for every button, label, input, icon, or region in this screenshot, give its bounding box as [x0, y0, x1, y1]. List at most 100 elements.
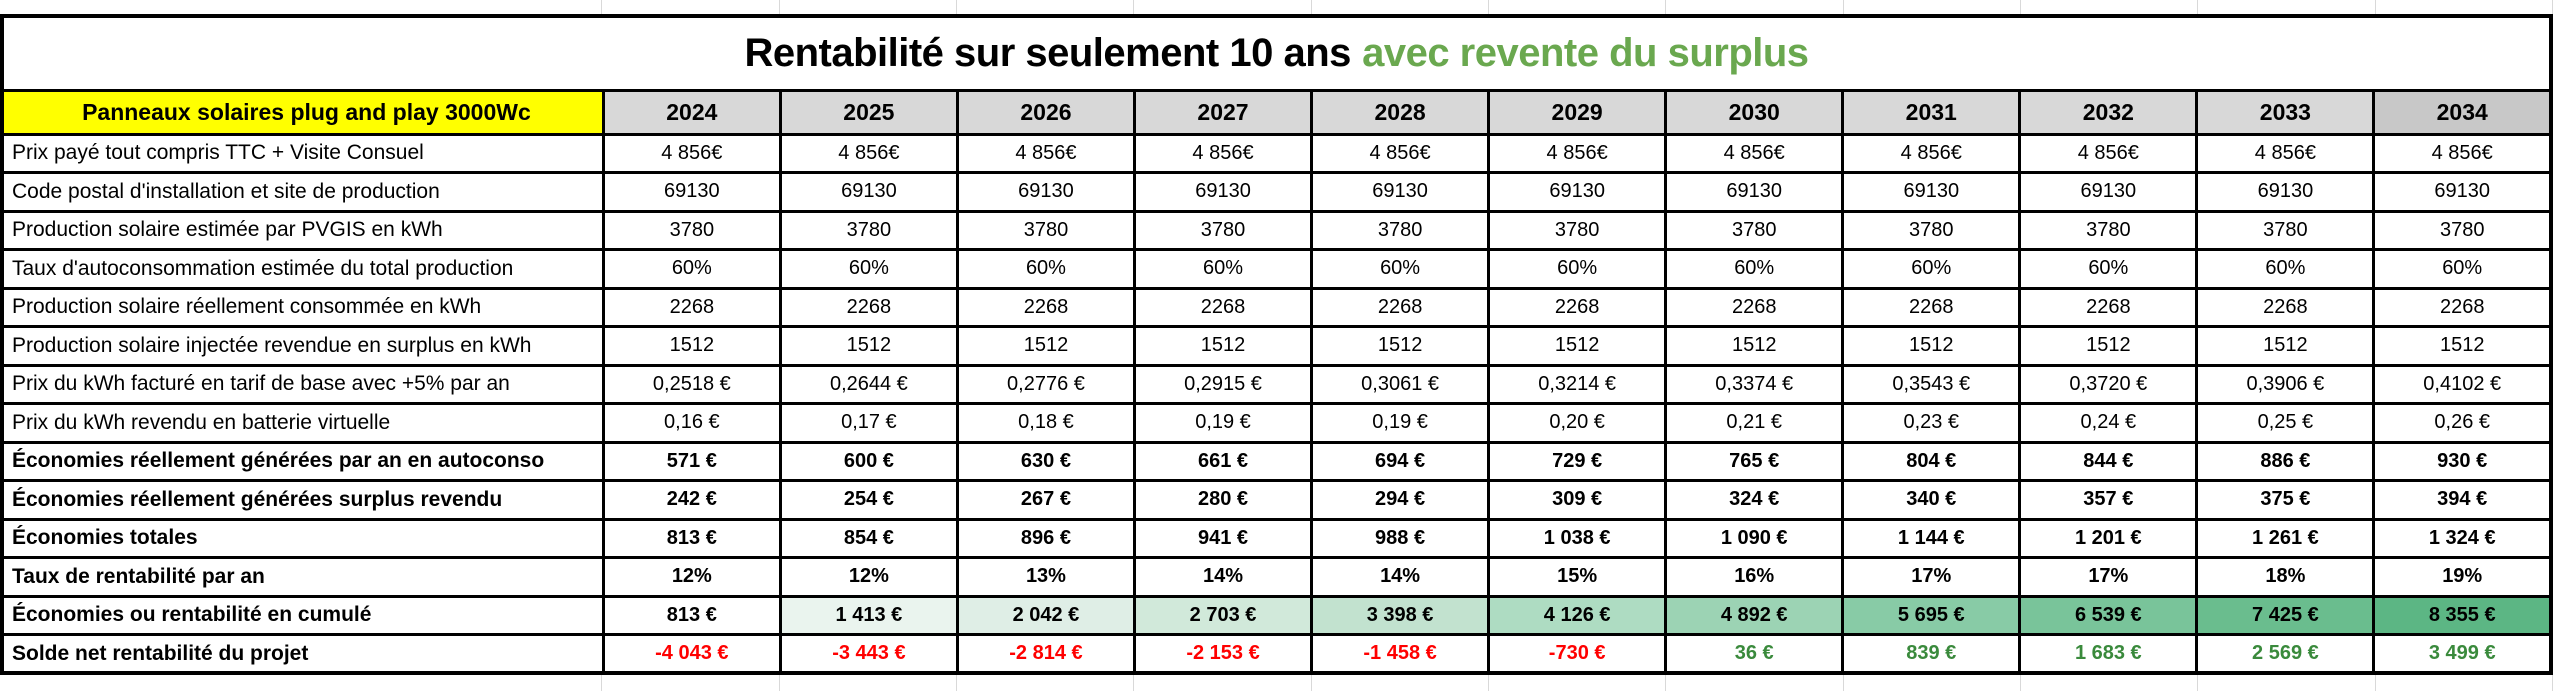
cell-2027[interactable]: 60% — [1132, 248, 1314, 290]
cell-2033[interactable]: 0,25 € — [2195, 402, 2376, 444]
cell-2034[interactable]: 930 € — [2372, 440, 2553, 482]
cell-2033[interactable]: 375 € — [2195, 479, 2376, 521]
cell-2024[interactable]: 1512 — [601, 325, 782, 367]
cell-2032[interactable]: 0,24 € — [2018, 402, 2199, 444]
cell-2027[interactable]: 0,2915 € — [1132, 363, 1314, 405]
cell-2030[interactable]: 16% — [1664, 556, 1845, 598]
cell-2034[interactable]: 3780 — [2372, 209, 2553, 251]
cell-2027[interactable]: 1512 — [1132, 325, 1314, 367]
cell-2033[interactable]: 4 856€ — [2195, 132, 2376, 174]
cell-2027[interactable]: 69130 — [1132, 171, 1314, 213]
cell-2028[interactable]: 4 856€ — [1310, 132, 1491, 174]
cell-2026[interactable]: 0,2776 € — [955, 363, 1136, 405]
cell-2026[interactable]: 2268 — [955, 286, 1136, 328]
cell-2032[interactable]: 1 201 € — [2018, 517, 2199, 559]
cell-2028[interactable]: 294 € — [1310, 479, 1491, 521]
cell-2034[interactable]: 1 324 € — [2372, 517, 2553, 559]
corner-header-cell[interactable]: Panneaux solaires plug and play 3000Wc — [0, 88, 605, 136]
cell-2031[interactable]: 1512 — [1841, 325, 2022, 367]
cell-2027[interactable]: 3780 — [1132, 209, 1314, 251]
cell-2031[interactable]: 839 € — [1841, 633, 2022, 675]
row-label[interactable]: Économies totales — [0, 517, 605, 559]
cell-2032[interactable]: 6 539 € — [2018, 594, 2199, 636]
cell-2029[interactable]: -730 € — [1487, 633, 1668, 675]
cell-2033[interactable]: 2268 — [2195, 286, 2376, 328]
cell-2028[interactable]: -1 458 € — [1310, 633, 1491, 675]
row-label[interactable]: Prix du kWh revendu en batterie virtuell… — [0, 402, 605, 444]
cell-2030[interactable]: 69130 — [1664, 171, 1845, 213]
year-header-2033[interactable]: 2033 — [2195, 88, 2376, 136]
cell-2030[interactable]: 1 090 € — [1664, 517, 1845, 559]
cell-2029[interactable]: 3780 — [1487, 209, 1668, 251]
year-header-2031[interactable]: 2031 — [1841, 88, 2022, 136]
year-header-2032[interactable]: 2032 — [2018, 88, 2199, 136]
cell-2031[interactable]: 60% — [1841, 248, 2022, 290]
cell-2027[interactable]: 941 € — [1132, 517, 1314, 559]
cell-2027[interactable]: 661 € — [1132, 440, 1314, 482]
cell-2034[interactable]: 8 355 € — [2372, 594, 2553, 636]
cell-2029[interactable]: 0,20 € — [1487, 402, 1668, 444]
cell-2024[interactable]: 2268 — [601, 286, 782, 328]
cell-2025[interactable]: 4 856€ — [778, 132, 959, 174]
cell-2028[interactable]: 694 € — [1310, 440, 1491, 482]
cell-2031[interactable]: 0,3543 € — [1841, 363, 2022, 405]
cell-2025[interactable]: 1512 — [778, 325, 959, 367]
cell-2025[interactable]: 600 € — [778, 440, 959, 482]
cell-2025[interactable]: 69130 — [778, 171, 959, 213]
cell-2024[interactable]: 60% — [601, 248, 782, 290]
cell-2032[interactable]: 844 € — [2018, 440, 2199, 482]
cell-2034[interactable]: 394 € — [2372, 479, 2553, 521]
cell-2032[interactable]: 1 683 € — [2018, 633, 2199, 675]
cell-2024[interactable]: 813 € — [601, 594, 782, 636]
cell-2029[interactable]: 60% — [1487, 248, 1668, 290]
cell-2030[interactable]: 765 € — [1664, 440, 1845, 482]
cell-2026[interactable]: -2 814 € — [955, 633, 1136, 675]
cell-2031[interactable]: 4 856€ — [1841, 132, 2022, 174]
cell-2026[interactable]: 630 € — [955, 440, 1136, 482]
cell-2026[interactable]: 13% — [955, 556, 1136, 598]
year-header-2025[interactable]: 2025 — [778, 88, 959, 136]
cell-2033[interactable]: 7 425 € — [2195, 594, 2376, 636]
cell-2034[interactable]: 3 499 € — [2372, 633, 2553, 675]
cell-2027[interactable]: 2268 — [1132, 286, 1314, 328]
cell-2028[interactable]: 3 398 € — [1310, 594, 1491, 636]
row-label[interactable]: Économies ou rentabilité en cumulé — [0, 594, 605, 636]
cell-2026[interactable]: 60% — [955, 248, 1136, 290]
row-label[interactable]: Taux d'autoconsommation estimée du total… — [0, 248, 605, 290]
cell-2032[interactable]: 17% — [2018, 556, 2199, 598]
cell-2032[interactable]: 3780 — [2018, 209, 2199, 251]
cell-2025[interactable]: 254 € — [778, 479, 959, 521]
cell-2026[interactable]: 69130 — [955, 171, 1136, 213]
cell-2034[interactable]: 0,26 € — [2372, 402, 2553, 444]
cell-2028[interactable]: 60% — [1310, 248, 1491, 290]
year-header-2024[interactable]: 2024 — [601, 88, 782, 136]
cell-2029[interactable]: 729 € — [1487, 440, 1668, 482]
cell-2034[interactable]: 4 856€ — [2372, 132, 2553, 174]
cell-2033[interactable]: 2 569 € — [2195, 633, 2376, 675]
cell-2028[interactable]: 0,19 € — [1310, 402, 1491, 444]
cell-2033[interactable]: 3780 — [2195, 209, 2376, 251]
cell-2029[interactable]: 15% — [1487, 556, 1668, 598]
year-header-2034[interactable]: 2034 — [2372, 88, 2553, 136]
row-label[interactable]: Prix du kWh facturé en tarif de base ave… — [0, 363, 605, 405]
year-header-2028[interactable]: 2028 — [1310, 88, 1491, 136]
cell-2033[interactable]: 1 261 € — [2195, 517, 2376, 559]
cell-2031[interactable]: 3780 — [1841, 209, 2022, 251]
cell-2033[interactable]: 18% — [2195, 556, 2376, 598]
cell-2027[interactable]: 4 856€ — [1132, 132, 1314, 174]
cell-2031[interactable]: 0,23 € — [1841, 402, 2022, 444]
cell-2024[interactable]: 3780 — [601, 209, 782, 251]
cell-2033[interactable]: 69130 — [2195, 171, 2376, 213]
cell-2024[interactable]: 12% — [601, 556, 782, 598]
cell-2030[interactable]: 4 892 € — [1664, 594, 1845, 636]
cell-2024[interactable]: 813 € — [601, 517, 782, 559]
year-header-2030[interactable]: 2030 — [1664, 88, 1845, 136]
row-label[interactable]: Production solaire injectée revendue en … — [0, 325, 605, 367]
cell-2031[interactable]: 69130 — [1841, 171, 2022, 213]
cell-2024[interactable]: 69130 — [601, 171, 782, 213]
cell-2030[interactable]: 2268 — [1664, 286, 1845, 328]
cell-2027[interactable]: 0,19 € — [1132, 402, 1314, 444]
cell-2034[interactable]: 19% — [2372, 556, 2553, 598]
cell-2027[interactable]: 2 703 € — [1132, 594, 1314, 636]
year-header-2027[interactable]: 2027 — [1132, 88, 1314, 136]
